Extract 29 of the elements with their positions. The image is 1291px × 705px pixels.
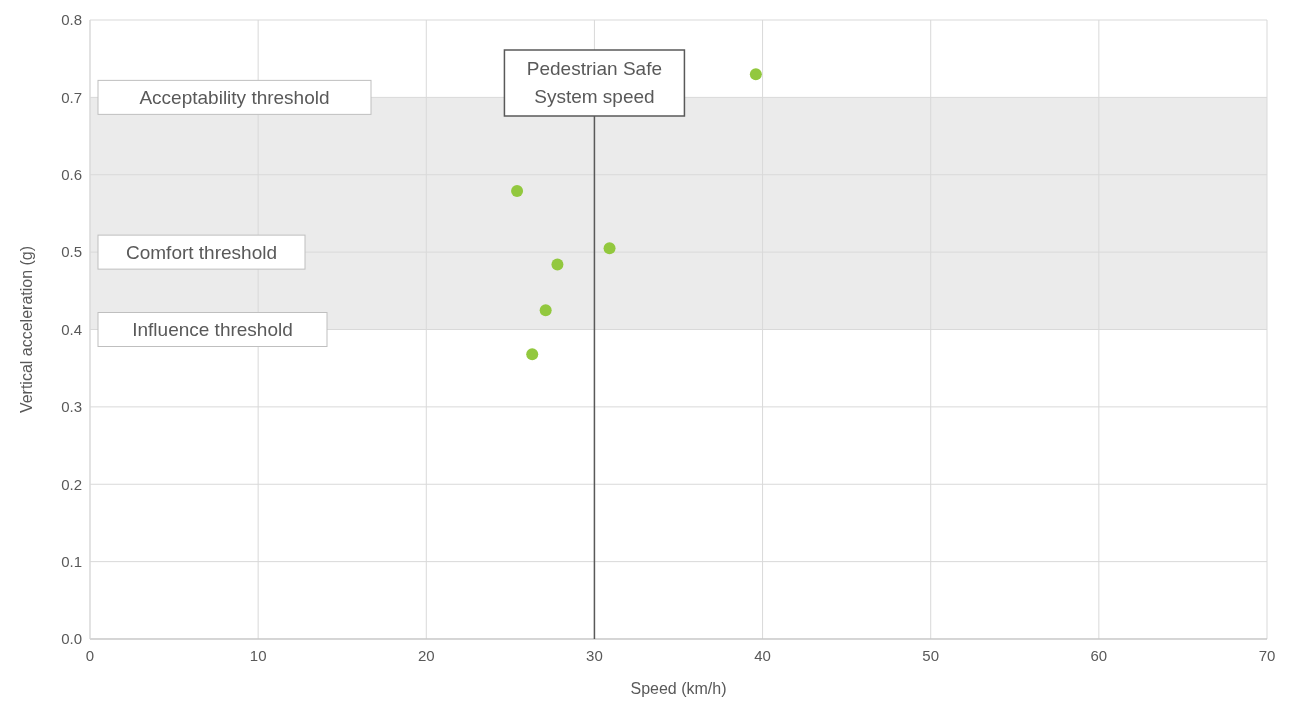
x-tick-label: 70: [1258, 647, 1276, 664]
y-tick-label: 0.8: [61, 11, 82, 29]
y-tick-label: 0.4: [61, 320, 82, 338]
x-tick-label: 60: [1090, 647, 1108, 664]
x-tick-label: 50: [922, 647, 940, 664]
y-tick-label: 0.2: [61, 475, 82, 493]
point: [511, 185, 524, 197]
annotation: Comfort threshold: [125, 241, 278, 263]
annotation: Influence threshold: [132, 319, 293, 341]
ref-line-label: Pedestrian Safe System speed: [526, 58, 663, 107]
y-tick-label: 0.5: [61, 243, 82, 261]
point: [539, 304, 552, 317]
y-tick-label: 0.7: [61, 88, 82, 106]
x-tick-label: 40: [754, 647, 771, 664]
x-tick-label: 10: [249, 647, 267, 664]
y-tick-label: 0.6: [61, 166, 82, 183]
point: [551, 258, 564, 271]
y-tick-label: 0.1: [61, 552, 82, 570]
annotation: Acceptability threshold: [139, 87, 330, 109]
x-tick-label: 30: [586, 647, 603, 664]
y-tick-label: 0.3: [61, 398, 82, 416]
y-tick-label: 0.0: [61, 630, 82, 648]
point: [749, 68, 762, 81]
y-axis-title: Vertical acceleration (g): [18, 245, 35, 414]
x-axis-title: Speed (km/h): [630, 680, 727, 697]
point: [526, 348, 539, 361]
point: [603, 242, 616, 255]
x-tick-label: 0: [85, 647, 95, 664]
x-tick-label: 20: [417, 647, 435, 664]
